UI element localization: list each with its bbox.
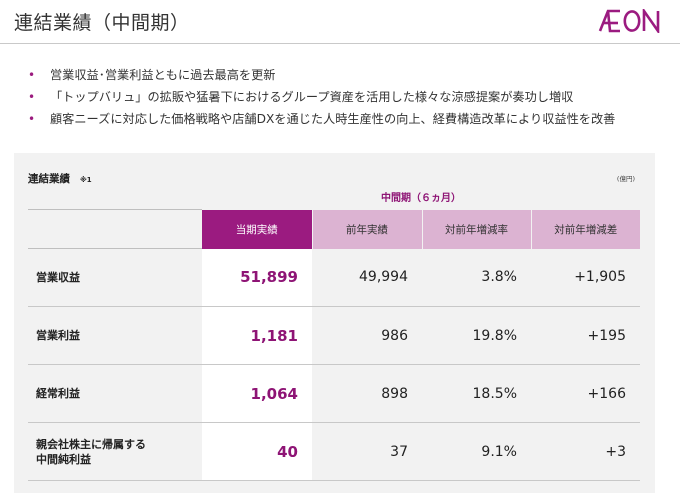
current-value: 40 [202, 422, 312, 481]
bullet-item: • 営業収益･営業利益ともに過去最高を更新 [28, 64, 668, 86]
header-blank-cell [28, 209, 202, 249]
footnote-marker: ※1 [80, 176, 92, 184]
results-table: 当期実績 前年実績 対前年増減率 対前年増減差 営業収益 51,899 49,9… [28, 209, 640, 481]
rate-value: 3.8% [422, 248, 531, 307]
row-label-line: 中間純利益 [36, 452, 91, 466]
panel-title-text: 連結業績 [28, 173, 70, 185]
bullet-item: • 顧客ニーズに対応した価格戦略や店舗DXを通じた人時生産性の向上、経費構造改革に… [28, 108, 668, 130]
column-header-prior: 前年実績 [311, 209, 422, 249]
prior-value: 986 [312, 306, 422, 365]
diff-value: +1,905 [531, 248, 640, 307]
panel-title: 連結業績 ※1 [28, 171, 92, 186]
row-label: 親会社株主に帰属する 中間純利益 [28, 422, 202, 481]
table-row: 経常利益 1,064 898 18.5% +166 [28, 364, 640, 423]
bullet-text: 「トップバリュ」の拡販や猛暑下におけるグループ資産を活用した様々な涼感提案が奏功… [50, 90, 574, 104]
prior-value: 37 [312, 422, 422, 481]
column-header-rate: 対前年増減率 [421, 209, 531, 249]
bullet-icon: • [28, 112, 36, 126]
bullet-icon: • [28, 68, 36, 82]
column-header-current: 当期実績 [202, 209, 312, 249]
row-label: 営業収益 [28, 248, 202, 307]
aeon-logo [598, 9, 660, 33]
diff-value: +3 [531, 422, 640, 481]
page-title: 連結業績（中間期） [14, 12, 190, 34]
bullet-item: • 「トップバリュ」の拡販や猛暑下におけるグループ資産を活用した様々な涼感提案が奏… [28, 86, 668, 108]
rate-value: 19.8% [422, 306, 531, 365]
results-panel: 連結業績 ※1 (億円) 中間期（６ヵ月） 当期実績 前年実績 対前年増減率 対前… [14, 153, 655, 493]
rate-value: 18.5% [422, 364, 531, 423]
current-value: 1,064 [202, 364, 312, 423]
bullet-icon: • [28, 90, 36, 104]
bullet-text: 営業収益･営業利益ともに過去最高を更新 [50, 68, 276, 82]
current-value: 1,181 [202, 306, 312, 365]
row-label-line: 親会社株主に帰属する [36, 437, 146, 451]
unit-label: (億円) [616, 175, 635, 183]
table-header-row: 当期実績 前年実績 対前年増減率 対前年増減差 [28, 209, 640, 249]
table-row: 営業収益 51,899 49,994 3.8% +1,905 [28, 248, 640, 307]
header-divider [0, 43, 680, 44]
prior-value: 898 [312, 364, 422, 423]
column-header-diff: 対前年増減差 [530, 209, 640, 249]
bullet-text: 顧客ニーズに対応した価格戦略や店舗DXを通じた人時生産性の向上、経費構造改革によ… [50, 112, 616, 126]
table-row: 親会社株主に帰属する 中間純利益 40 37 9.1% +3 [28, 422, 640, 481]
row-label: 営業利益 [28, 306, 202, 365]
diff-value: +195 [531, 306, 640, 365]
diff-value: +166 [531, 364, 640, 423]
current-value: 51,899 [202, 248, 312, 307]
header: 連結業績（中間期） [0, 0, 680, 44]
prior-value: 49,994 [312, 248, 422, 307]
summary-bullets: • 営業収益･営業利益ともに過去最高を更新 • 「トップバリュ」の拡販や猛暑下におけ… [28, 64, 668, 130]
period-label: 中間期（６ヵ月） [381, 193, 461, 204]
table-row: 営業利益 1,181 986 19.8% +195 [28, 306, 640, 365]
row-label: 経常利益 [28, 364, 202, 423]
rate-value: 9.1% [422, 422, 531, 481]
